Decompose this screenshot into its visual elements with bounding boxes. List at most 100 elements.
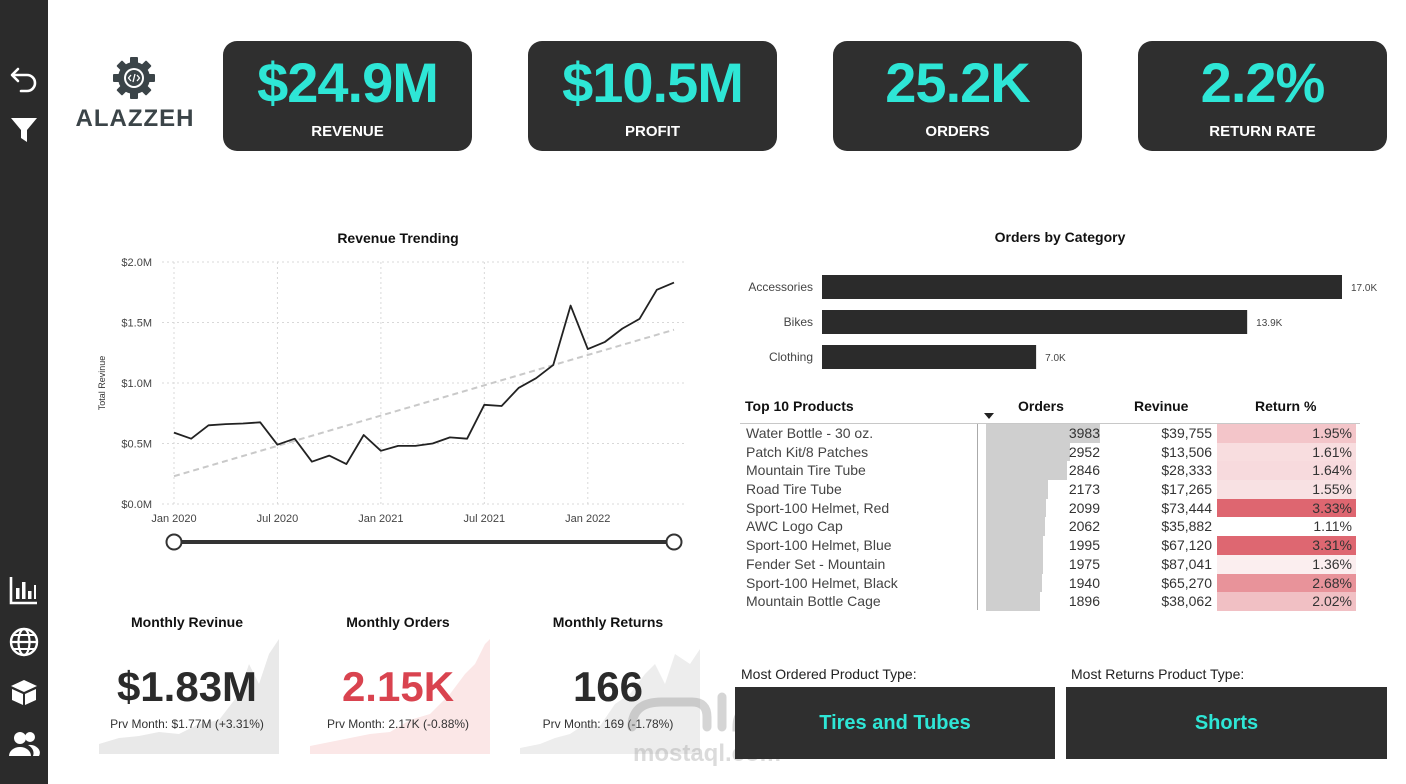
revenue-point[interactable] <box>292 436 297 441</box>
orders-by-category-chart[interactable]: Accessories 17.0K Bikes 13.9K Clothing 7.0K <box>735 262 1395 382</box>
box-icon[interactable] <box>6 674 42 710</box>
users-icon[interactable] <box>6 726 42 762</box>
revenue-value: $73,444 <box>1161 499 1212 516</box>
revenue-point[interactable] <box>637 316 642 321</box>
revenue-point[interactable] <box>447 435 452 440</box>
table-row[interactable]: Sport-100 Helmet, Blue 1995 $67,120 3.31% <box>740 536 1360 555</box>
revenue-point[interactable] <box>172 430 177 435</box>
return-percent-value: 3.31% <box>1217 536 1356 555</box>
x-tick-label: Jan 2022 <box>565 513 610 525</box>
kpi-label: RETURN RATE <box>1209 123 1316 140</box>
revenue-point[interactable] <box>465 436 470 441</box>
orders-value: 2952 <box>1068 443 1100 460</box>
header-orders[interactable]: Orders <box>1018 398 1064 414</box>
date-range-start-handle[interactable] <box>165 533 183 551</box>
revenue-chart-title: Revenue Trending <box>337 230 459 246</box>
orders-data-bar <box>986 498 1047 518</box>
category-value-label: 17.0K <box>1351 283 1377 294</box>
revenue-point[interactable] <box>551 362 556 367</box>
orders-data-bar <box>986 592 1041 611</box>
revenue-point[interactable] <box>499 403 504 408</box>
revenue-point[interactable] <box>482 402 487 407</box>
date-range-end-handle[interactable] <box>665 533 683 551</box>
revenue-point[interactable] <box>275 442 280 447</box>
table-row[interactable]: Mountain Bottle Cage 1896 $38,062 2.02% <box>740 592 1360 611</box>
revenue-point[interactable] <box>396 443 401 448</box>
header-revenue[interactable]: Revinue <box>1134 398 1189 414</box>
product-name: Mountain Bottle Cage <box>746 593 881 610</box>
revenue-point[interactable] <box>516 385 521 390</box>
revenue-point[interactable] <box>620 326 625 331</box>
return-percent-value: 1.61% <box>1217 442 1356 462</box>
filter-icon[interactable] <box>6 112 42 148</box>
top-products-table: Top 10 Products Orders Revinue Return % … <box>740 395 1360 611</box>
revenue-point[interactable] <box>603 339 608 344</box>
category-value-label: 13.9K <box>1256 318 1282 329</box>
revenue-point[interactable] <box>568 303 573 308</box>
undo-icon[interactable] <box>6 60 42 96</box>
column-divider <box>977 424 978 610</box>
revenue-point[interactable] <box>223 422 228 427</box>
revenue-value: $17,265 <box>1161 481 1212 498</box>
revenue-point[interactable] <box>585 347 590 352</box>
revenue-point[interactable] <box>189 436 194 441</box>
revenue-point[interactable] <box>534 376 539 381</box>
revenue-point[interactable] <box>654 287 659 292</box>
revenue-point[interactable] <box>258 420 263 425</box>
revenue-value: $38,062 <box>1161 593 1212 610</box>
sparkline <box>310 639 490 754</box>
table-row[interactable]: Sport-100 Helmet, Red 2099 $73,444 3.33% <box>740 498 1360 518</box>
most-returns-label: Most Returns Product Type: <box>1071 666 1245 682</box>
revenue-point[interactable] <box>430 441 435 446</box>
revenue-point[interactable] <box>361 433 366 438</box>
bar-chart-icon[interactable] <box>6 572 42 608</box>
return-percent-value: 3.33% <box>1217 498 1356 518</box>
orders-data-bar <box>986 536 1044 555</box>
gear-icon <box>113 57 155 99</box>
globe-icon[interactable] <box>6 624 42 660</box>
header-return[interactable]: Return % <box>1255 398 1317 414</box>
revenue-point[interactable] <box>672 280 677 285</box>
revenue-value: $35,882 <box>1161 518 1212 535</box>
category-bar[interactable] <box>822 275 1342 299</box>
revenue-point[interactable] <box>309 459 314 464</box>
revenue-value: $13,506 <box>1161 443 1212 460</box>
x-tick-label: Jan 2020 <box>151 513 196 525</box>
product-name: Sport-100 Helmet, Black <box>746 574 898 591</box>
orders-data-bar <box>986 461 1068 481</box>
monthly-revenue-card: Monthly Revinue $1.83M Prv Month: $1.77M… <box>89 614 285 754</box>
revenue-point[interactable] <box>206 423 211 428</box>
table-row[interactable]: AWC Logo Cap 2062 $35,882 1.11% <box>740 517 1360 537</box>
kpi-value: 25.2K <box>885 51 1030 114</box>
revenue-line[interactable] <box>173 281 675 466</box>
x-tick-label: Jan 2021 <box>358 513 403 525</box>
table-row[interactable]: Sport-100 Helmet, Black 1940 $65,270 2.68% <box>740 573 1360 593</box>
kpi-label: ORDERS <box>925 123 990 140</box>
revenue-trend-chart[interactable]: $0.0M $0.5M $1.0M $1.5M $2.0M Jan 2020 Jul 202… <box>90 248 690 558</box>
revenue-point[interactable] <box>344 462 349 467</box>
monthly-orders-card: Monthly Orders 2.15K Prv Month: 2.17K (-… <box>300 614 496 754</box>
table-row[interactable]: Water Bottle - 30 oz. 3983 $39,755 1.95% <box>740 424 1360 443</box>
revenue-point[interactable] <box>327 453 332 458</box>
table-row[interactable]: Fender Set - Mountain 1975 $87,041 1.36% <box>740 554 1360 574</box>
table-row[interactable]: Road Tire Tube 2173 $17,265 1.55% <box>740 480 1360 499</box>
revenue-point[interactable] <box>378 448 383 453</box>
table-row[interactable]: Mountain Tire Tube 2846 $28,333 1.64% <box>740 461 1360 481</box>
product-name: Sport-100 Helmet, Red <box>746 499 890 516</box>
header-product[interactable]: Top 10 Products <box>745 398 854 414</box>
table-row[interactable]: Patch Kit/8 Patches 2952 $13,506 1.61% <box>740 442 1360 462</box>
category-value-label: 7.0K <box>1045 353 1066 364</box>
y-tick-label: $0.0M <box>121 499 152 511</box>
category-bar[interactable] <box>822 310 1248 334</box>
most-ordered-label: Most Ordered Product Type: <box>741 666 917 682</box>
orders-data-bar <box>986 424 1100 443</box>
sort-desc-icon[interactable] <box>984 413 994 419</box>
product-name: Road Tire Tube <box>746 481 842 498</box>
revenue-value: $65,270 <box>1161 574 1212 591</box>
revenue-point[interactable] <box>240 421 245 426</box>
orders-data-bar <box>986 517 1046 537</box>
orders-value: 1975 <box>1068 555 1100 572</box>
revenue-point[interactable] <box>413 443 418 448</box>
orders-value: 2062 <box>1068 518 1100 535</box>
category-bar[interactable] <box>822 345 1037 369</box>
